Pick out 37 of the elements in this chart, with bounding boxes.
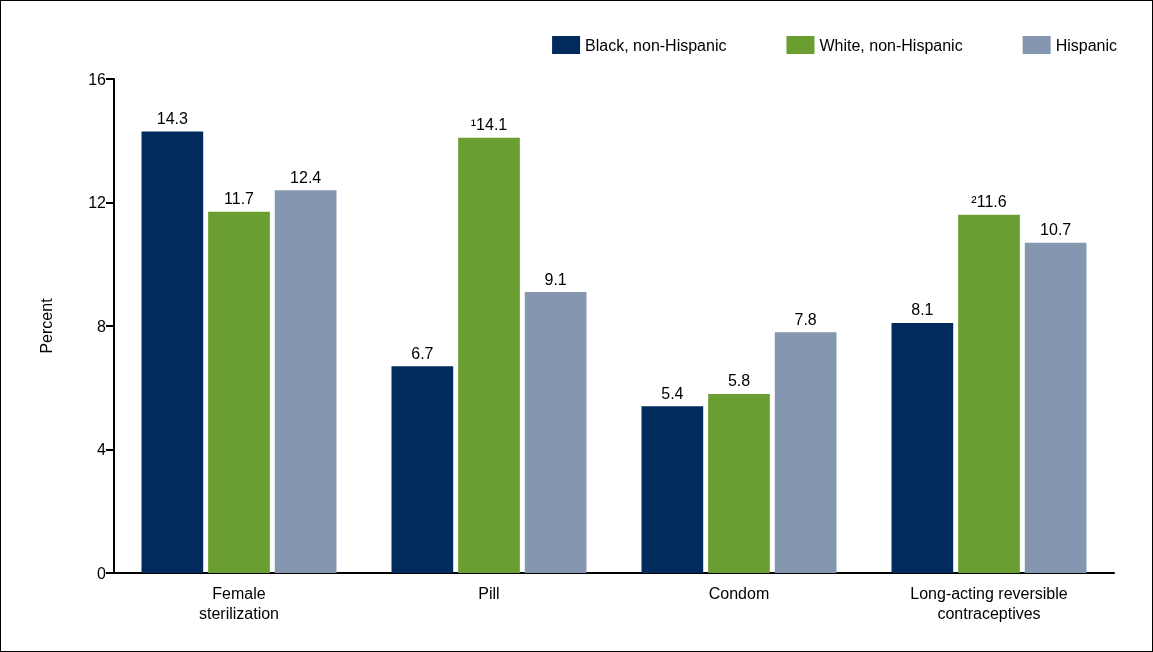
data-label: 7.8 [794, 310, 817, 328]
bar [274, 190, 337, 573]
bar [708, 393, 770, 573]
data-label: 10.7 [1040, 221, 1072, 239]
bar [891, 322, 954, 573]
x-tick-label: Pill [478, 584, 500, 602]
data-label: 8.1 [911, 301, 934, 319]
y-tick-label: 4 [97, 441, 107, 458]
data-label: 9.1 [544, 270, 567, 288]
data-label: ²11.6 [971, 193, 1007, 211]
bar [458, 137, 520, 573]
y-tick-label: 12 [88, 194, 107, 211]
x-tick-label: Long-acting reversible contraceptives [910, 584, 1068, 622]
data-label: 5.8 [727, 372, 751, 390]
legend-label: Black, non-Hispanic [585, 36, 727, 54]
data-label: ¹14.1 [470, 116, 508, 134]
data-label: 12.4 [290, 168, 322, 186]
legend-label: White, non-Hispanic [819, 36, 963, 54]
y-tick-label: 8 [97, 317, 107, 335]
bar [1024, 242, 1087, 573]
data-label: 5.4 [661, 384, 684, 402]
bar [391, 366, 454, 573]
y-axis-title: Percent [37, 297, 55, 354]
x-tick-label: Female sterilization [198, 584, 280, 622]
bar [774, 332, 837, 573]
bar [641, 406, 704, 573]
x-tick-label: Condom [708, 584, 770, 602]
data-label: 11.7 [224, 190, 255, 208]
data-label: 14.3 [156, 109, 189, 127]
y-tick-label: 16 [88, 70, 107, 88]
bar [958, 214, 1020, 573]
data-label: 6.7 [411, 344, 434, 362]
bar [524, 292, 587, 573]
bar [208, 211, 270, 573]
bar [141, 131, 204, 573]
y-tick-label: 0 [97, 564, 107, 582]
legend-label: Hispanic [1055, 36, 1117, 54]
